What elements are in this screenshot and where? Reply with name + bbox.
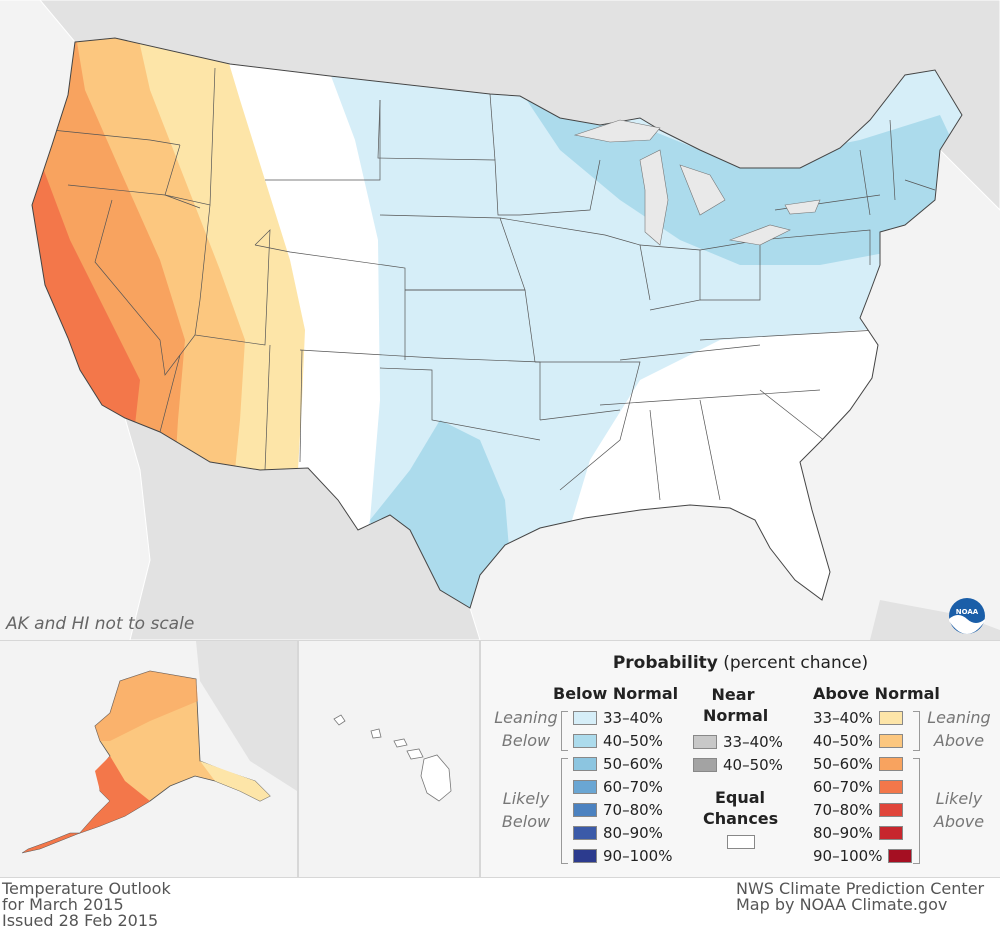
noaa-logo-icon: NOAA xyxy=(949,598,985,634)
below-normal-swatch xyxy=(573,849,597,863)
below-normal-label: 60–70% xyxy=(603,778,663,796)
below-normal-label: 80–90% xyxy=(603,824,663,842)
above-normal-label: 50–60% xyxy=(813,755,873,773)
outlook-caption: Temperature Outlook for March 2015 Issue… xyxy=(2,879,171,930)
above-normal-swatch xyxy=(878,711,903,725)
likely-below-label: Likely Below xyxy=(501,789,551,831)
above-normal-swatch xyxy=(878,826,903,840)
above-normal-label: 80–90% xyxy=(813,824,873,842)
legend-title: Probability (percent chance) xyxy=(612,653,869,673)
above-normal-row: 40–50% xyxy=(813,730,903,752)
probability-legend: Probability (percent chance) Below Norma… xyxy=(481,641,1000,877)
below-normal-label: 70–80% xyxy=(603,801,663,819)
above-normal-row: 50–60% xyxy=(813,753,903,775)
below-normal-row: 40–50% xyxy=(573,730,663,752)
below-normal-row: 80–90% xyxy=(573,822,663,844)
above-normal-row: 70–80% xyxy=(813,799,903,821)
above-normal-swatch xyxy=(878,803,903,817)
near-normal-label: 40–50% xyxy=(723,756,783,774)
below-normal-row: 33–40% xyxy=(573,707,663,729)
above-normal-swatch xyxy=(878,780,903,794)
below-normal-row: 50–60% xyxy=(573,753,663,775)
likely-above-label: Likely Above xyxy=(933,789,985,831)
above-normal-label: 33–40% xyxy=(813,709,873,727)
below-normal-swatch xyxy=(573,734,597,748)
near-normal-label: 33–40% xyxy=(723,733,783,751)
below-normal-row: 90–100% xyxy=(573,845,672,867)
below-normal-label: 50–60% xyxy=(603,755,663,773)
below-normal-label: 90–100% xyxy=(603,847,673,865)
above-normal-heading: Above Normal xyxy=(813,684,940,703)
equal-chances-swatch xyxy=(727,835,755,849)
above-normal-row: 33–40% xyxy=(813,707,903,729)
below-normal-heading: Below Normal xyxy=(553,684,679,703)
hawaii-inset-map xyxy=(299,641,479,877)
below-normal-swatch xyxy=(573,803,597,817)
near-normal-row: 33–40% xyxy=(693,731,783,753)
above-normal-row: 60–70% xyxy=(813,776,903,798)
leaning-below-label: Leaning Below xyxy=(494,708,558,750)
below-normal-swatch xyxy=(573,826,597,840)
near-normal-row: 40–50% xyxy=(693,754,783,776)
below-normal-swatch xyxy=(573,711,597,725)
alaska-inset-map xyxy=(0,641,297,877)
credit-caption: NWS Climate Prediction Center Map by NOA… xyxy=(736,879,985,914)
below-normal-swatch xyxy=(573,780,597,794)
below-normal-label: 40–50% xyxy=(603,732,663,750)
above-normal-swatch xyxy=(888,849,913,863)
below-normal-row: 70–80% xyxy=(573,799,663,821)
svg-text:NOAA: NOAA xyxy=(956,608,979,616)
scale-note: AK and HI not to scale xyxy=(6,614,195,634)
above-normal-row: 80–90% xyxy=(813,822,903,844)
above-normal-label: 70–80% xyxy=(813,801,873,819)
above-normal-label: 60–70% xyxy=(813,778,873,796)
above-normal-swatch xyxy=(878,757,903,771)
below-normal-swatch xyxy=(573,757,597,771)
conus-temperature-map xyxy=(0,0,1000,640)
above-normal-row: 90–100% xyxy=(813,845,913,867)
above-normal-label: 90–100% xyxy=(813,847,883,865)
near-normal-swatch xyxy=(693,735,717,749)
below-normal-label: 33–40% xyxy=(603,709,663,727)
leaning-above-label: Leaning Above xyxy=(927,708,991,750)
above-normal-swatch xyxy=(878,734,903,748)
near-normal-heading: Near Normal xyxy=(703,685,769,725)
below-normal-row: 60–70% xyxy=(573,776,663,798)
equal-chances-heading: Equal Chances xyxy=(703,788,779,828)
above-normal-label: 40–50% xyxy=(813,732,873,750)
near-normal-swatch xyxy=(693,758,717,772)
